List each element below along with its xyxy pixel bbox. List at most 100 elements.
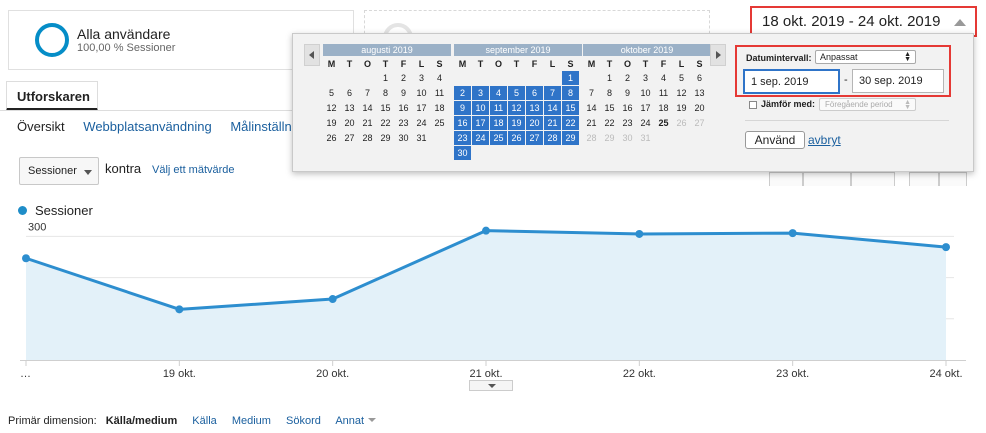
calendar-day[interactable]: 29 <box>380 133 391 143</box>
calendar-day[interactable]: 15 <box>604 103 615 113</box>
calendar-day[interactable]: 28 <box>544 131 561 145</box>
calendar-day[interactable]: 14 <box>544 101 561 115</box>
calendar-day[interactable]: 16 <box>398 103 409 113</box>
chart-options-button[interactable] <box>909 172 939 186</box>
chart-type-button[interactable] <box>851 172 895 186</box>
dimension-option-medium[interactable]: Medium <box>231 415 271 427</box>
calendar-day[interactable]: 12 <box>508 101 525 115</box>
subnav-site-usage[interactable]: Webbplatsanvändning <box>83 119 212 134</box>
date-range-mode-select[interactable]: Anpassat ▲ ▼ <box>815 50 916 64</box>
calendar-day[interactable]: 21 <box>544 116 561 130</box>
calendar-day[interactable]: 29 <box>562 131 579 145</box>
calendar-day[interactable]: 5 <box>508 86 525 100</box>
dimension-more-dropdown[interactable]: Annat <box>335 415 376 427</box>
calendar-day[interactable]: 9 <box>454 101 471 115</box>
calendar-day[interactable]: 24 <box>640 118 651 128</box>
calendar-day[interactable]: 6 <box>346 88 352 98</box>
calendar-day[interactable]: 1 <box>606 73 612 83</box>
calendar-day[interactable]: 6 <box>696 73 702 83</box>
calendar-day[interactable]: 14 <box>586 103 597 113</box>
chart-type-button[interactable] <box>769 172 803 186</box>
calendar-day[interactable]: 19 <box>676 103 687 113</box>
calendar-day[interactable]: 28 <box>362 133 373 143</box>
calendar-day[interactable]: 17 <box>472 116 489 130</box>
calendar-day[interactable]: 21 <box>586 118 597 128</box>
calendar-day[interactable]: 19 <box>326 118 337 128</box>
chart-expand-handle[interactable] <box>469 380 513 391</box>
calendar-day[interactable]: 5 <box>328 88 334 98</box>
calendar-day[interactable]: 17 <box>416 103 427 113</box>
calendar-day[interactable]: 11 <box>658 88 669 98</box>
chart-type-button[interactable] <box>803 172 851 186</box>
start-date-input[interactable]: 1 sep. 2019 <box>743 69 840 94</box>
calendar-day[interactable]: 25 <box>658 118 669 128</box>
calendar-day[interactable]: 2 <box>400 73 406 83</box>
calendar-day[interactable]: 8 <box>562 86 579 100</box>
calendar-day[interactable]: 26 <box>326 133 337 143</box>
calendar-day[interactable]: 19 <box>508 116 525 130</box>
calendar-day[interactable]: 23 <box>398 118 409 128</box>
calendar-day[interactable]: 2 <box>624 73 630 83</box>
calendar-day[interactable]: 18 <box>658 103 669 113</box>
calendar-day[interactable]: 7 <box>588 88 594 98</box>
calendar-day[interactable]: 30 <box>398 133 409 143</box>
calendar-day[interactable]: 16 <box>454 116 471 130</box>
calendar-day[interactable]: 25 <box>434 118 445 128</box>
calendar-day[interactable]: 24 <box>416 118 427 128</box>
calendar-day[interactable]: 27 <box>526 131 543 145</box>
calendar-day[interactable]: 24 <box>472 131 489 145</box>
calendar-day[interactable]: 4 <box>490 86 507 100</box>
calendar-day[interactable]: 4 <box>660 73 666 83</box>
calendar-day[interactable]: 8 <box>606 88 612 98</box>
calendar-day[interactable]: 12 <box>326 103 337 113</box>
calendar-day[interactable]: 20 <box>694 103 705 113</box>
calendar-day[interactable]: 13 <box>694 88 705 98</box>
compare-checkbox[interactable] <box>749 101 757 109</box>
subnav-goal-sets[interactable]: Målinställni <box>230 119 295 134</box>
calendar-day[interactable]: 17 <box>640 103 651 113</box>
apply-button[interactable]: Använd <box>745 131 805 149</box>
calendar-day[interactable]: 10 <box>416 88 427 98</box>
cancel-link[interactable]: avbryt <box>808 133 841 147</box>
choose-metric-link[interactable]: Välj ett mätvärde <box>152 164 235 176</box>
calendar-day[interactable]: 15 <box>562 101 579 115</box>
calendar-day[interactable]: 13 <box>526 101 543 115</box>
calendar-day[interactable]: 14 <box>362 103 373 113</box>
calendar-day[interactable]: 7 <box>364 88 370 98</box>
calendar-day[interactable]: 18 <box>434 103 445 113</box>
calendar-day[interactable]: 10 <box>472 101 489 115</box>
calendar-day[interactable]: 13 <box>344 103 355 113</box>
calendar-day[interactable]: 11 <box>490 101 507 115</box>
calendar-day[interactable]: 23 <box>622 118 633 128</box>
calendar-day[interactable]: 31 <box>416 133 427 143</box>
calendar-day[interactable]: 22 <box>380 118 391 128</box>
calendar-day[interactable]: 5 <box>678 73 684 83</box>
calendar-day[interactable]: 16 <box>622 103 633 113</box>
calendar-day[interactable]: 22 <box>604 118 615 128</box>
date-range-selector[interactable]: 18 okt. 2019 - 24 okt. 2019 <box>750 6 977 37</box>
tab-explorer[interactable]: Utforskaren <box>6 81 98 111</box>
metric-dropdown[interactable]: Sessioner <box>19 157 99 185</box>
calendar-day[interactable]: 9 <box>624 88 630 98</box>
calendar-day[interactable]: 6 <box>526 86 543 100</box>
chart-options-button[interactable] <box>939 172 967 186</box>
calendar-day[interactable]: 20 <box>344 118 355 128</box>
calendar-day[interactable]: 10 <box>640 88 651 98</box>
calendar-day[interactable]: 9 <box>400 88 406 98</box>
next-month-button[interactable] <box>710 44 726 66</box>
prev-month-button[interactable] <box>304 44 320 66</box>
calendar-day[interactable]: 3 <box>472 86 489 100</box>
calendar-day[interactable]: 23 <box>454 131 471 145</box>
calendar-day[interactable]: 25 <box>490 131 507 145</box>
calendar-day[interactable]: 1 <box>382 73 388 83</box>
subnav-overview[interactable]: Översikt <box>17 119 65 134</box>
calendar-day[interactable]: 1 <box>562 71 579 85</box>
compare-mode-select[interactable]: Föregående period ▲ ▼ <box>819 98 916 111</box>
dimension-option-keyword[interactable]: Sökord <box>286 415 321 427</box>
calendar-day[interactable]: 2 <box>454 86 471 100</box>
calendar-day[interactable]: 4 <box>436 73 442 83</box>
calendar-day[interactable]: 30 <box>454 146 471 160</box>
calendar-day[interactable]: 12 <box>676 88 687 98</box>
calendar-day[interactable]: 22 <box>562 116 579 130</box>
calendar-day[interactable]: 18 <box>490 116 507 130</box>
